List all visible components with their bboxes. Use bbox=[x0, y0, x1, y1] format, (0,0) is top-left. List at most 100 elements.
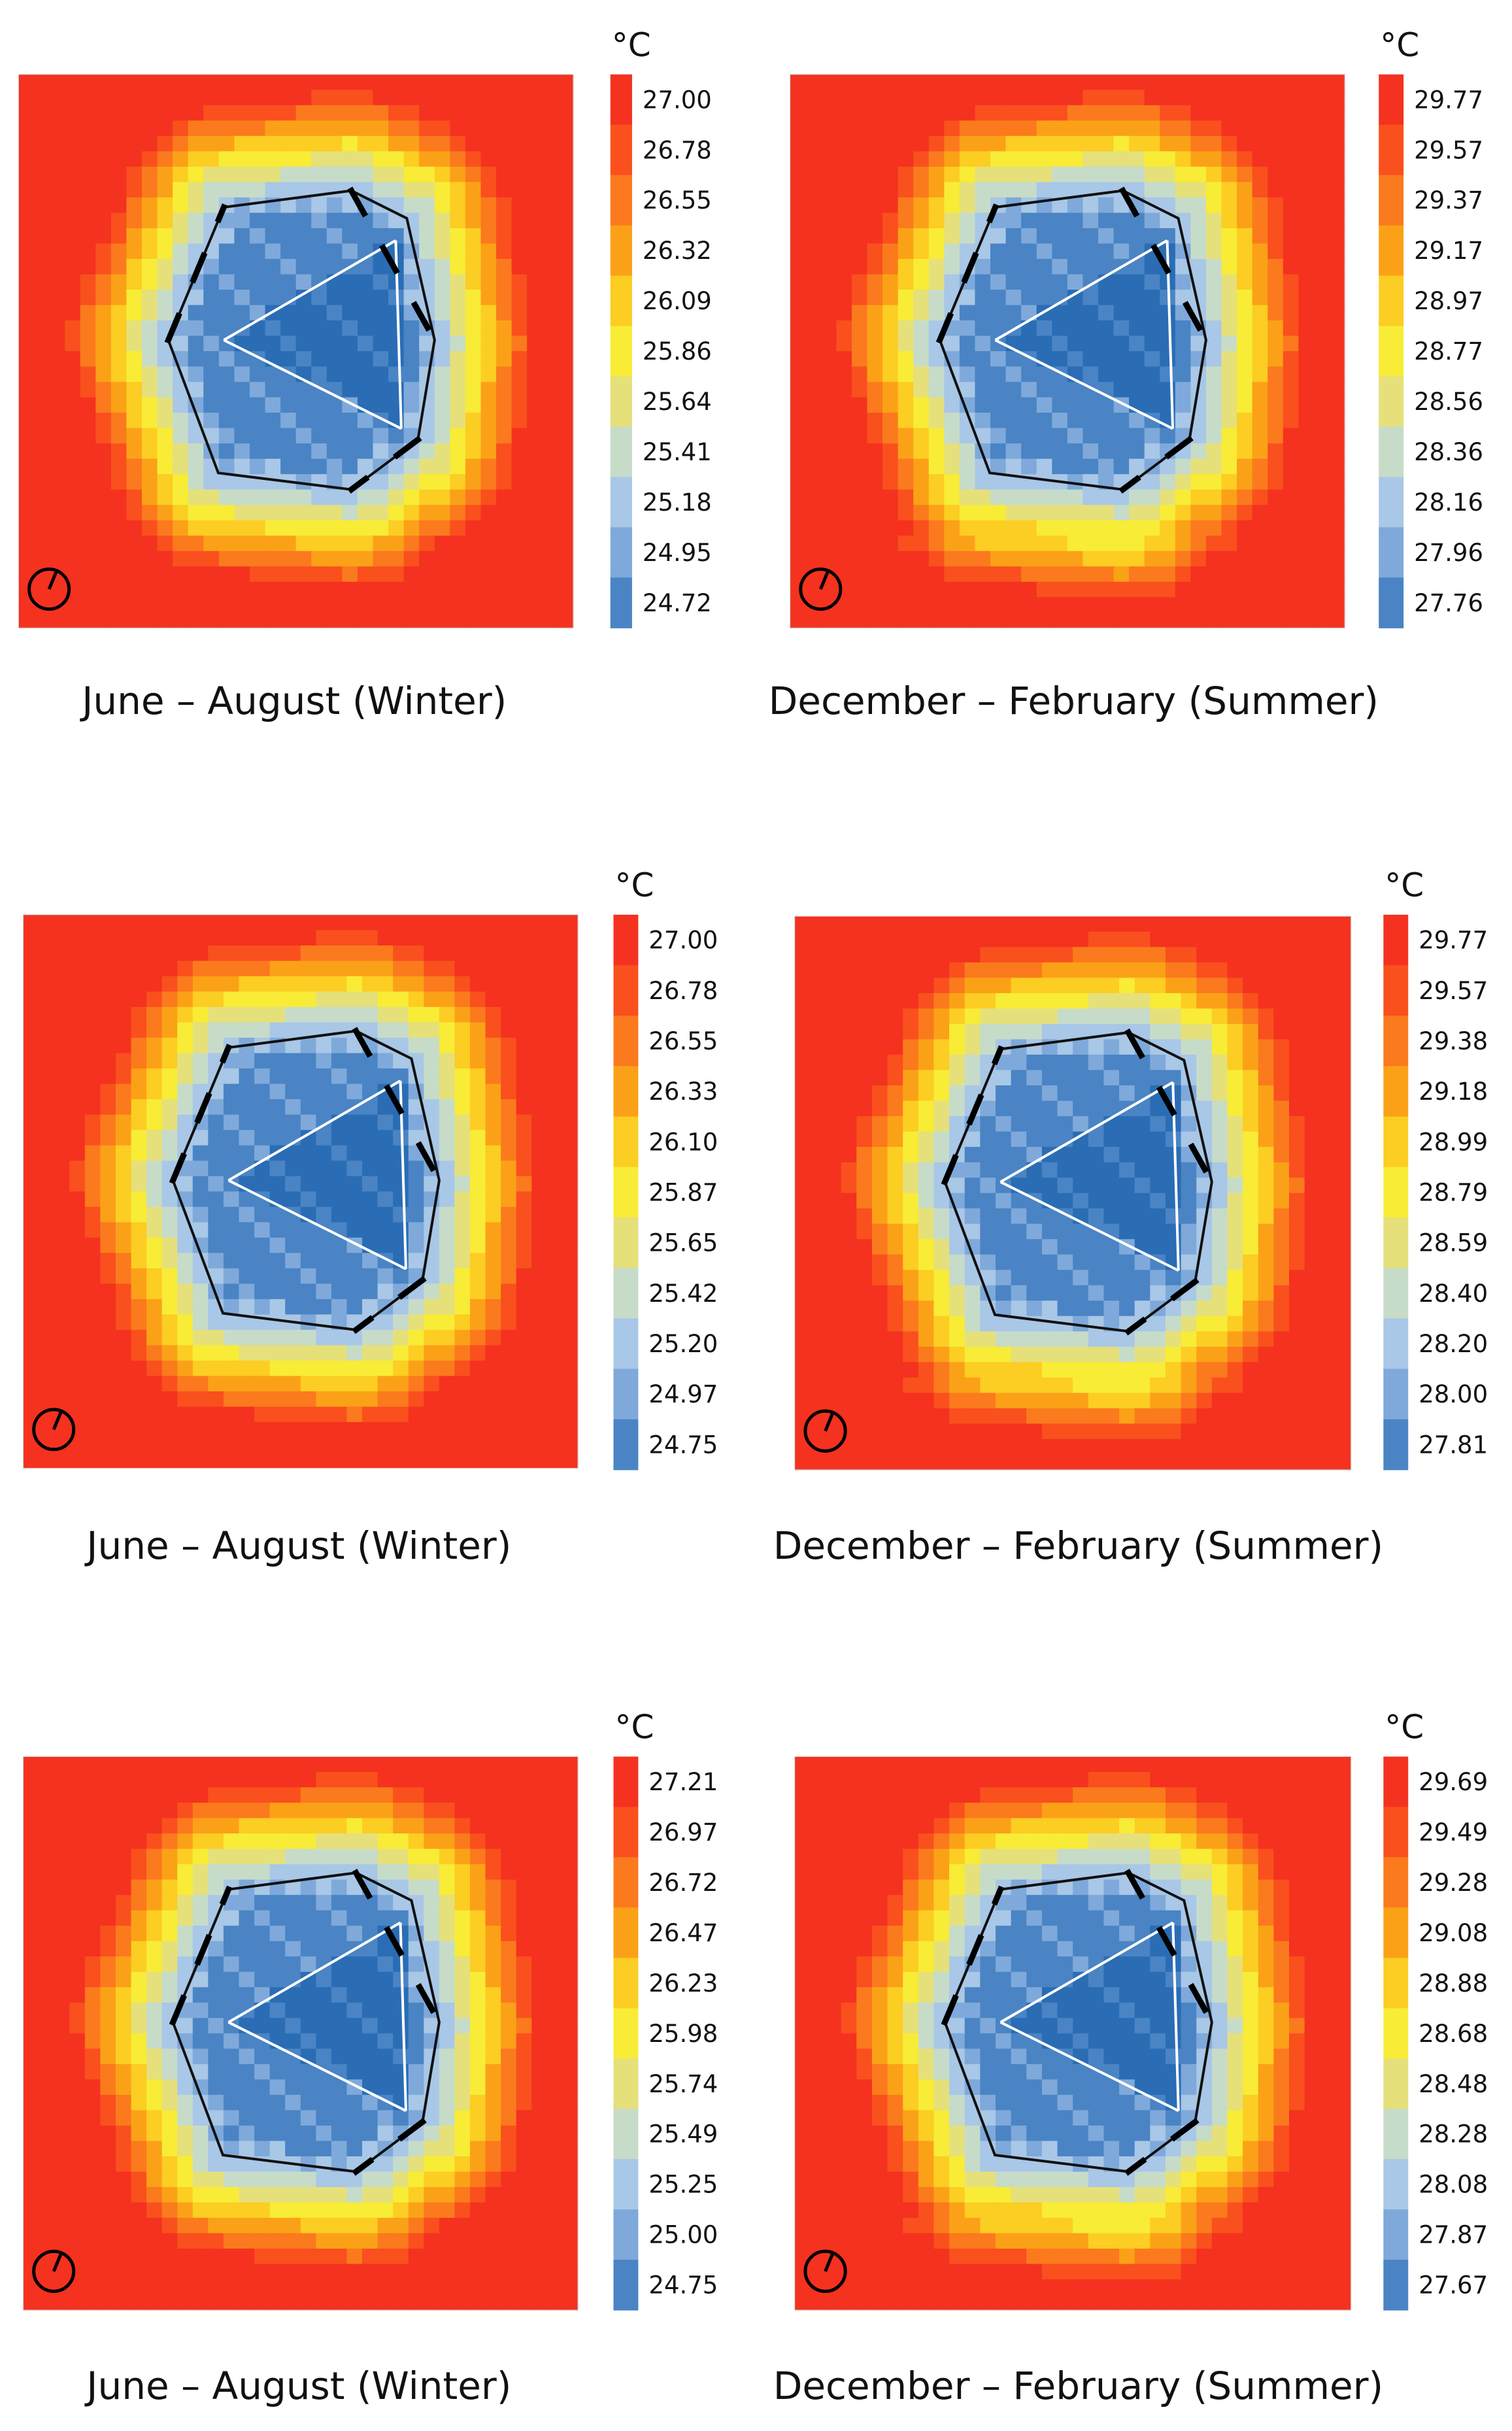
heatmap-cell bbox=[131, 1345, 147, 1361]
heatmap-cell bbox=[841, 1100, 857, 1117]
heatmap-cell bbox=[480, 182, 497, 198]
heatmap-cell bbox=[357, 151, 374, 167]
heatmap-cell bbox=[419, 258, 435, 275]
heatmap-cell bbox=[454, 914, 471, 931]
heatmap-cell bbox=[542, 243, 558, 260]
heatmap-cell bbox=[249, 135, 266, 152]
heatmap-cell bbox=[546, 1114, 563, 1130]
heatmap-cell bbox=[100, 1038, 116, 1054]
heatmap-cell bbox=[331, 1452, 348, 1469]
heatmap-cell bbox=[1160, 120, 1176, 137]
heatmap-cell bbox=[1289, 1054, 1305, 1071]
heatmap-cell bbox=[562, 1268, 579, 1284]
heatmap-cell bbox=[903, 1162, 919, 1178]
heatmap-cell bbox=[496, 135, 512, 152]
heatmap-cell bbox=[1268, 243, 1284, 260]
heatmap-cell bbox=[1205, 243, 1222, 260]
heatmap-cell bbox=[388, 505, 405, 521]
heatmap-cell bbox=[65, 212, 81, 229]
heatmap-cell bbox=[54, 945, 70, 962]
heatmap-cell bbox=[439, 1406, 456, 1423]
heatmap-cell bbox=[373, 228, 389, 245]
heatmap-cell bbox=[69, 1452, 86, 1469]
heatmap-cell bbox=[208, 1421, 224, 1438]
heatmap-cell bbox=[408, 1191, 424, 1208]
heatmap-cell bbox=[501, 1345, 517, 1361]
chart-title: June – August (Winter) bbox=[84, 1523, 511, 1568]
heatmap-cell bbox=[1005, 413, 1022, 429]
heatmap-cell bbox=[1036, 413, 1052, 429]
heatmap-cell bbox=[95, 212, 112, 229]
heatmap-cell bbox=[790, 489, 806, 505]
heatmap-cell bbox=[1119, 1285, 1135, 1301]
heatmap-cell bbox=[820, 320, 837, 337]
heatmap-cell bbox=[1313, 397, 1330, 413]
heatmap-cell bbox=[1181, 1223, 1197, 1240]
heatmap-cell bbox=[975, 120, 991, 137]
heatmap-cell bbox=[542, 382, 558, 398]
heatmap-cell bbox=[1329, 105, 1345, 121]
colorbar-tick-label: 26.78 bbox=[648, 977, 718, 1005]
heatmap-cell bbox=[918, 993, 935, 1010]
heatmap-cell bbox=[316, 1360, 332, 1377]
heatmap-cell bbox=[1036, 551, 1052, 567]
heatmap-cell bbox=[161, 1114, 178, 1130]
heatmap-cell bbox=[1273, 1178, 1290, 1194]
heatmap-cell bbox=[141, 443, 158, 460]
heatmap-cell bbox=[851, 597, 868, 613]
heatmap-cell bbox=[898, 243, 914, 260]
heatmap-cell bbox=[1320, 978, 1336, 994]
heatmap-cell bbox=[820, 489, 837, 505]
heatmap-cell bbox=[342, 581, 358, 598]
heatmap-cell bbox=[856, 1208, 873, 1225]
heatmap-cell bbox=[485, 976, 501, 993]
heatmap-cell bbox=[192, 1360, 209, 1377]
heatmap-cell bbox=[546, 1007, 563, 1023]
heatmap-cell bbox=[203, 305, 220, 321]
heatmap-cell bbox=[326, 597, 343, 613]
heatmap-cell bbox=[1119, 1193, 1135, 1209]
heatmap-cell bbox=[1313, 290, 1330, 306]
heatmap-cell bbox=[331, 1421, 348, 1438]
heatmap-cell bbox=[254, 1391, 271, 1408]
heatmap-cell bbox=[192, 1345, 209, 1361]
heatmap-cell bbox=[1083, 166, 1099, 183]
heatmap-cell bbox=[562, 1176, 579, 1192]
heatmap-cell bbox=[871, 1193, 888, 1209]
heatmap-cell bbox=[408, 1345, 424, 1361]
heatmap-cell bbox=[188, 105, 204, 121]
heatmap-cell bbox=[501, 1176, 517, 1192]
colorbar-tick-label: 27.00 bbox=[648, 926, 718, 955]
heatmap-cell bbox=[794, 1239, 811, 1255]
heatmap-cell bbox=[1083, 120, 1099, 137]
heatmap-cell bbox=[990, 166, 1007, 183]
heatmap-cell bbox=[1119, 1223, 1135, 1240]
heatmap-cell bbox=[469, 1360, 486, 1377]
heatmap-cell bbox=[882, 428, 899, 444]
heatmap-cell bbox=[100, 930, 116, 946]
heatmap-cell bbox=[1329, 74, 1345, 90]
heatmap-cell bbox=[34, 120, 50, 137]
heatmap-cell bbox=[546, 1452, 563, 1469]
heatmap-cell bbox=[269, 1376, 286, 1392]
heatmap-cell bbox=[408, 1161, 424, 1177]
heatmap-cell bbox=[173, 612, 189, 628]
heatmap-cell bbox=[265, 536, 281, 552]
heatmap-cell bbox=[54, 1114, 70, 1130]
heatmap-cell bbox=[944, 397, 960, 413]
heatmap-cell bbox=[485, 1053, 501, 1069]
heatmap-cell bbox=[100, 976, 116, 993]
heatmap-cell bbox=[949, 1100, 966, 1117]
heatmap-cell bbox=[1113, 458, 1130, 475]
heatmap-cell bbox=[1273, 1270, 1290, 1286]
heatmap-cell bbox=[454, 1437, 471, 1454]
heatmap-cell bbox=[239, 1345, 255, 1361]
heatmap-cell bbox=[511, 536, 528, 552]
heatmap-cell bbox=[419, 536, 435, 552]
heatmap-cell bbox=[485, 1284, 501, 1300]
heatmap-cell bbox=[975, 597, 991, 613]
heatmap-cell bbox=[434, 612, 450, 628]
heatmap-cell bbox=[311, 597, 328, 613]
heatmap-cell bbox=[23, 1053, 39, 1069]
heatmap-cell bbox=[1026, 1085, 1043, 1102]
